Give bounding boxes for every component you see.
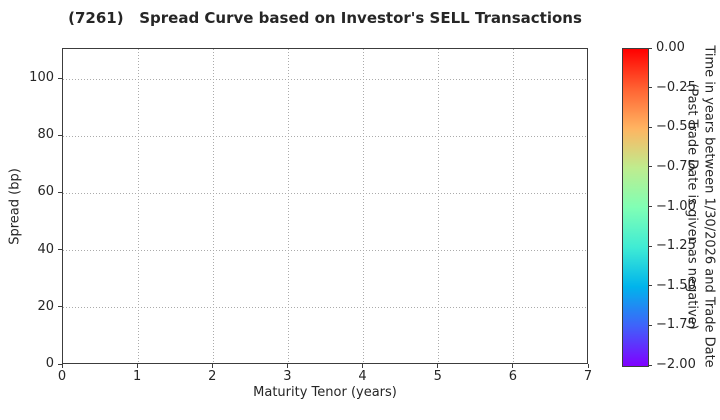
x-gridline	[137, 49, 139, 363]
x-gridline	[363, 49, 365, 363]
colorbar-tick-mark	[648, 87, 652, 89]
y-gridline	[63, 250, 587, 252]
x-tick-mark	[286, 364, 288, 368]
y-tick-label: 20	[37, 298, 54, 314]
x-tick-label: 2	[208, 369, 217, 384]
colorbar-tick-label: 0.00	[656, 40, 685, 55]
colorbar-tick-label: −1.00	[656, 198, 696, 214]
colorbar-tick-label: −0.50	[656, 119, 696, 135]
y-tick-mark	[58, 191, 62, 193]
y-tick-mark	[58, 306, 62, 308]
x-tick-mark	[136, 364, 138, 368]
plot-area	[62, 48, 588, 364]
x-tick-label: 6	[508, 369, 517, 384]
x-tick-label: 0	[57, 369, 67, 384]
y-tick-mark	[58, 249, 62, 251]
colorbar-tick-mark	[648, 364, 652, 366]
y-gridline	[63, 78, 587, 80]
colorbar-tick-label: −0.75	[656, 158, 696, 174]
colorbar-tick-label: −1.75	[656, 317, 696, 333]
colorbar-tick-mark	[648, 126, 652, 128]
y-tick-mark	[58, 134, 62, 136]
x-tick-label: 7	[583, 369, 593, 384]
x-tick-mark	[512, 364, 514, 368]
x-tick-label: 3	[283, 369, 292, 384]
y-gridline	[63, 135, 587, 137]
colorbar-tick-mark	[648, 206, 652, 207]
x-tick-label: 5	[433, 369, 442, 384]
x-gridline	[438, 49, 440, 363]
colorbar-tick-label: −1.50	[656, 277, 696, 293]
x-tick-label: 4	[358, 369, 367, 384]
x-axis-label: Maturity Tenor (years)	[253, 385, 397, 400]
colorbar-tick-mark	[648, 285, 652, 287]
x-gridline	[513, 49, 515, 363]
colorbar-tick-mark	[648, 47, 652, 49]
y-gridline	[63, 307, 587, 309]
colorbar-tick-mark	[648, 245, 652, 247]
y-gridline	[63, 192, 587, 194]
x-gridline	[212, 49, 214, 363]
colorbar-tick-label: −0.25	[656, 79, 696, 95]
x-tick-mark	[362, 364, 364, 368]
y-tick-mark	[58, 77, 62, 79]
y-tick-mark	[58, 363, 62, 365]
y-tick-label: 40	[37, 241, 54, 257]
x-tick-mark	[61, 364, 63, 368]
chart-title: (7261) Spread Curve based on Investor's …	[68, 9, 582, 27]
x-tick-mark	[437, 364, 439, 368]
colorbar-tick-mark	[648, 166, 652, 168]
y-tick-label: 0	[45, 356, 54, 371]
y-tick-label: 80	[37, 127, 54, 143]
colorbar-label-line1: Time in years between 1/30/2026 and Trad…	[701, 45, 717, 368]
colorbar	[622, 48, 649, 367]
colorbar-tick-label: −1.25	[656, 238, 696, 254]
y-tick-label: 100	[29, 70, 54, 86]
x-tick-mark	[587, 364, 589, 368]
x-tick-mark	[211, 364, 213, 368]
colorbar-tick-mark	[648, 324, 652, 326]
y-tick-label: 60	[37, 184, 54, 200]
x-gridline	[287, 49, 289, 363]
colorbar-tick-label: −2.00	[656, 357, 696, 372]
x-tick-label: 1	[133, 369, 142, 384]
